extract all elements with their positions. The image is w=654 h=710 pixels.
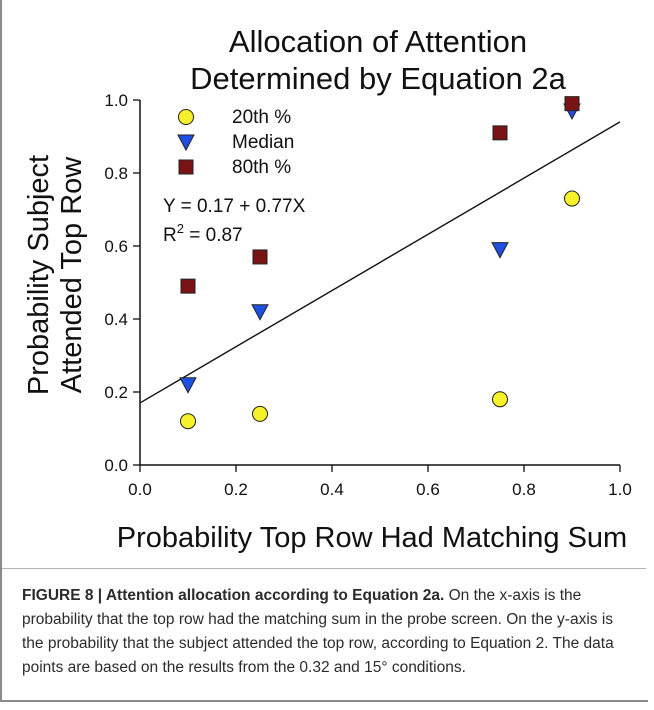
legend-marker-triangle-down bbox=[177, 134, 195, 152]
equation-annotation: Y = 0.17 + 0.77X bbox=[163, 196, 306, 217]
data-point-triangle-down bbox=[491, 242, 509, 259]
y-axis-label-line-1: Probability Subject bbox=[23, 155, 55, 395]
legend-marker-square bbox=[178, 159, 194, 175]
data-point-circle bbox=[252, 405, 268, 422]
y-tick-label: 0.2 bbox=[104, 383, 128, 402]
x-axis-label: Probability Top Row Had Matching Sum bbox=[117, 522, 627, 554]
x-tick-label: 0.8 bbox=[512, 480, 536, 499]
data-point-circle bbox=[492, 391, 508, 408]
y-tick-label: 0.4 bbox=[104, 310, 128, 329]
figure-frame bbox=[0, 0, 648, 702]
x-tick-label: 1.0 bbox=[608, 480, 632, 499]
data-point-square bbox=[564, 96, 580, 112]
legend: 20th % Median 80th % bbox=[177, 107, 294, 178]
data-point-square bbox=[252, 249, 268, 265]
axes bbox=[139, 100, 620, 466]
data-point-circle bbox=[564, 190, 580, 207]
y-tick-label: 0.0 bbox=[104, 456, 128, 475]
scatter-chart: Allocation of Attention Determined by Eq… bbox=[23, 24, 632, 554]
r-squared-suffix: = 0.87 bbox=[184, 225, 243, 246]
legend-label: 20th % bbox=[232, 107, 291, 128]
y-tick-label: 1.0 bbox=[104, 91, 128, 110]
regression-line bbox=[139, 121, 621, 404]
legend-marker-circle bbox=[178, 109, 194, 125]
legend-label: Median bbox=[232, 132, 294, 153]
x-tick-label: 0.0 bbox=[128, 480, 152, 499]
r-squared-annotation: R2 = 0.87 bbox=[163, 221, 243, 246]
data-point-circle bbox=[180, 413, 196, 430]
chart-title-line-2: Determined by Equation 2a bbox=[190, 61, 566, 96]
x-tick-label: 0.4 bbox=[320, 480, 344, 499]
r-squared-superscript: 2 bbox=[177, 221, 184, 236]
x-tick-label: 0.2 bbox=[224, 480, 248, 499]
y-tick-label: 0.6 bbox=[104, 237, 128, 256]
data-point-square bbox=[180, 278, 196, 294]
r-squared-prefix: R bbox=[163, 225, 177, 246]
x-tick-label: 0.6 bbox=[416, 480, 440, 499]
x-ticks: 0.0 0.2 0.4 0.6 0.8 1.0 bbox=[128, 465, 632, 499]
y-axis-label-line-2: Attended Top Row bbox=[56, 156, 88, 394]
caption-lead: FIGURE 8 | Attention allocation accordin… bbox=[22, 587, 445, 604]
fit-line-group bbox=[139, 121, 621, 404]
caption-text: On the x-axis is the probability that th… bbox=[22, 587, 614, 676]
chart-title-line-1: Allocation of Attention bbox=[229, 24, 527, 59]
data-point-square bbox=[492, 125, 508, 141]
figure-caption: FIGURE 8 | Attention allocation accordin… bbox=[22, 584, 632, 680]
data-point-triangle-down bbox=[251, 304, 269, 321]
y-tick-label: 0.8 bbox=[104, 164, 128, 183]
data-points bbox=[179, 96, 581, 430]
legend-label: 80th % bbox=[232, 157, 291, 178]
data-point-triangle-down bbox=[179, 377, 197, 394]
caption-divider bbox=[2, 568, 646, 569]
y-ticks: 0.0 0.2 0.4 0.6 0.8 1.0 bbox=[104, 91, 140, 475]
